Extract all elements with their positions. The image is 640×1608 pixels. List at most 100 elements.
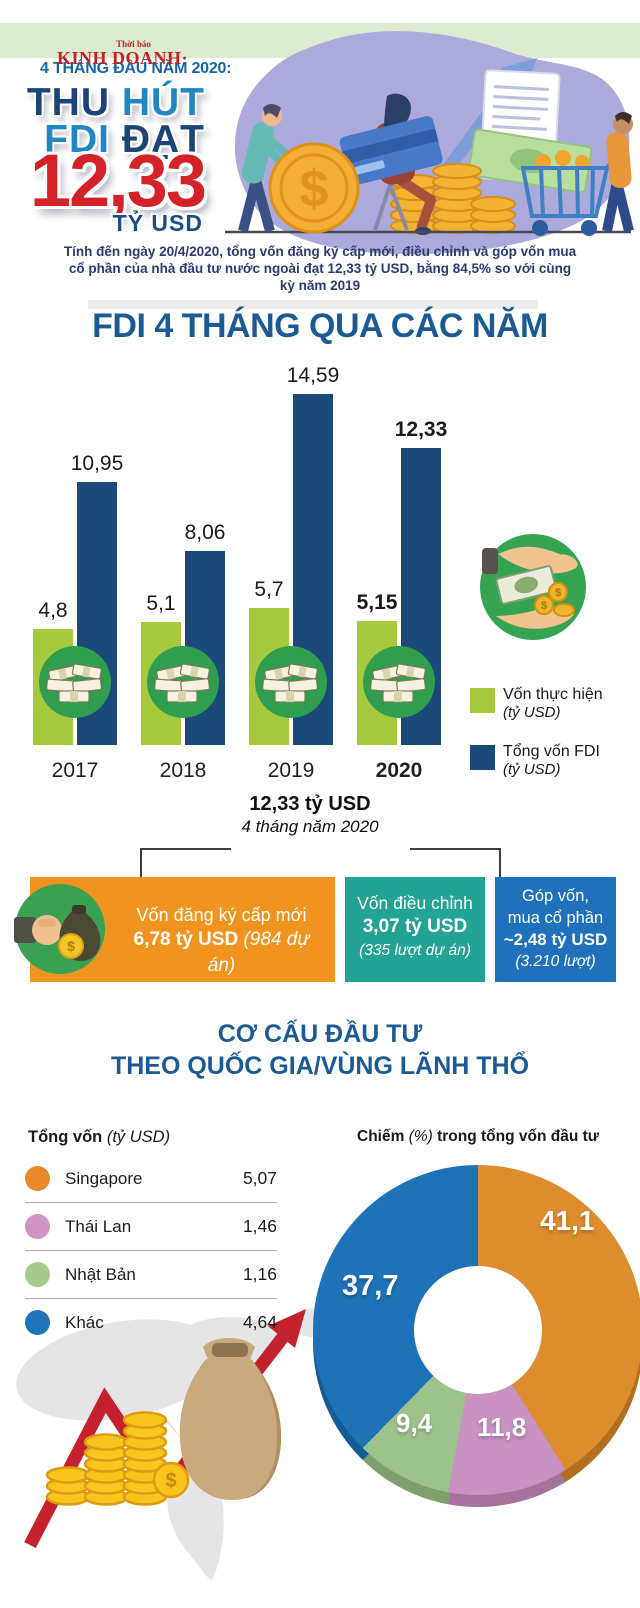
man-pushing-cart: [602, 112, 634, 233]
box-note: (984 dự án): [207, 929, 310, 976]
pie-section-title-line2: THEO QUỐC GIA/VÙNG LÃNH THỔ: [110, 1052, 530, 1080]
year-label-2017: 2017: [51, 759, 99, 782]
svg-text:$: $: [555, 587, 561, 599]
headline-word-fdi: FDI: [44, 118, 110, 161]
pie-label-thailan: 11,8: [477, 1412, 527, 1442]
chair-icon: [373, 175, 409, 231]
bar-value-label: 12,33: [394, 418, 448, 441]
money-stack-icon: [37, 644, 113, 720]
svg-text:$: $: [165, 1470, 176, 1492]
bar-value-label: 4,8: [38, 599, 68, 622]
credit-card-icon: [339, 116, 443, 186]
country-table-header: Tổng vốn (tỷ USD): [28, 1128, 171, 1146]
legend-swatch-green: [470, 688, 495, 713]
year-label-2019: 2019: [267, 759, 315, 782]
box-note: (335 lượt dự án): [359, 942, 471, 959]
pie-section-title-line1: CƠ CẤU ĐẦU TƯ: [217, 1020, 423, 1048]
breakdown-total: 12,33 tỷ USD: [249, 793, 371, 815]
bar-value-label: 5,7: [254, 578, 284, 601]
legend-label: Vốn thực hiện: [503, 686, 603, 703]
table-row-singapore: Singapore 5,07: [25, 1155, 277, 1203]
bar-group-2018: 5,1 8,06 2018: [141, 360, 225, 782]
headline-word-hut: HÚT: [121, 81, 205, 124]
bar-value-label: 5,15: [356, 591, 398, 614]
box-value: ~2,48 tỷ USD: [503, 930, 608, 949]
legend-swatch-navy: [470, 745, 495, 770]
box-title: Vốn điều chỉnh: [357, 893, 473, 913]
money-bag-icon: [179, 1338, 282, 1500]
bracket-lines: [140, 848, 501, 878]
headline-big-number: 12,33: [29, 139, 207, 222]
woman-with-card: [339, 93, 443, 235]
divider-strip: [88, 300, 538, 309]
man-pushing-coin: [238, 104, 292, 233]
money-stack-icon: [145, 644, 221, 720]
dollar-coin-icon: $: [268, 142, 360, 234]
kicker: 4 THÁNG ĐẦU NĂM 2020:: [40, 60, 232, 77]
masthead-small-text: Thời báo: [116, 39, 151, 49]
bar-value-label: 8,06: [184, 521, 226, 544]
year-label-2020: 2020: [375, 759, 423, 782]
bar-chart-title: FDI 4 THÁNG QUA CÁC NĂM: [92, 307, 548, 345]
bar-group-2019: 5,7 14,59 2019: [249, 360, 339, 782]
bar-value-label: 10,95: [70, 452, 124, 475]
country-value: 4,64: [242, 1312, 277, 1332]
country-value: 1,46: [242, 1216, 277, 1236]
intro-paragraph: Tính đến ngày 20/4/2020, tổng vốn đăng k…: [63, 244, 577, 293]
country-name: Khác: [65, 1312, 104, 1332]
bar-value-label: 5,1: [146, 592, 176, 615]
pie-label-khac: 37,7: [342, 1270, 399, 1302]
dot-khac: [25, 1310, 50, 1335]
legend-unit: (tỷ USD): [503, 704, 561, 721]
pie-chart-header: Chiếm (%) trong tổng vốn đầu tư: [357, 1128, 599, 1145]
box-value: 3,07 tỷ USD: [362, 916, 468, 937]
legend-item-total-fdi: Tổng vốn FDI (tỷ USD): [470, 743, 635, 783]
box-title-line1: Góp vốn,: [522, 887, 589, 905]
headline-line2: FDI ĐẠT: [0, 118, 205, 161]
bottom-illustration: $: [16, 1308, 350, 1580]
hands-money-icon: $ $: [480, 534, 586, 640]
svg-text:$: $: [541, 600, 547, 612]
headline-unit: TỶ USD: [112, 210, 203, 236]
dot-singapore: [25, 1166, 50, 1191]
country-table: Singapore 5,07 Thái Lan 1,46 Nhật Bản 1,…: [25, 1155, 277, 1346]
headline-word-dat: ĐẠT: [121, 118, 205, 161]
money-stack-icon: [253, 644, 329, 720]
hero-illustration: $: [225, 31, 634, 255]
box-share-purchase: Góp vốn, mua cổ phần ~2,48 tỷ USD (3.210…: [495, 877, 616, 982]
table-row-khac: Khác 4,64: [25, 1299, 277, 1346]
box-adjusted-capital: Vốn điều chỉnh 3,07 tỷ USD (335 lượt dự …: [345, 877, 485, 982]
hand-moneybag-icon: $: [14, 884, 105, 974]
box-value: 6,78 tỷ USD: [133, 929, 239, 950]
legend-item-realized: Vốn thực hiện (tỷ USD): [470, 686, 635, 726]
breakdown-period: 4 tháng năm 2020: [241, 817, 379, 836]
box-title: Vốn đăng ký cấp mới: [136, 905, 307, 925]
donut-hole: [414, 1266, 542, 1394]
publisher-masthead: Thời báo KINH DOANH·: [57, 39, 189, 68]
bar-chart-legend: Vốn thực hiện (tỷ USD) Tổng vốn FDI (tỷ …: [470, 686, 635, 800]
headline-word-thu: THU: [26, 81, 110, 124]
country-value: 1,16: [242, 1264, 277, 1284]
svg-text:$: $: [300, 160, 329, 218]
bar-group-2020: 5,15 12,33 2020: [357, 360, 448, 782]
masthead-main-text: KINH DOANH·: [57, 48, 189, 68]
bar-value-label: 14,59: [286, 364, 340, 387]
dot-nhatban: [25, 1262, 50, 1287]
svg-text:$: $: [67, 938, 75, 954]
pie-label-nhatban: 9,4: [396, 1408, 433, 1438]
bar-group-2017: 4,8 10,95 2017: [33, 360, 123, 782]
country-name: Thái Lan: [65, 1216, 132, 1236]
table-row-thailan: Thái Lan 1,46: [25, 1203, 277, 1251]
year-label-2018: 2018: [159, 759, 207, 782]
pie-label-singapore: 41,1: [540, 1205, 595, 1236]
money-stack-icon: [361, 644, 437, 720]
bar-chart: 4,8 10,95 2017 5,1 8,06 2018 5,7 14,59 2019 5,15 1…: [20, 360, 460, 782]
legend-label: Tổng vốn FDI: [503, 743, 600, 760]
headline-line1: THU HÚT: [0, 81, 205, 124]
box-note: (3.210 lượt): [515, 953, 596, 970]
country-name: Singapore: [65, 1168, 143, 1188]
country-name: Nhật Bản: [65, 1264, 136, 1284]
table-row-nhatban: Nhật Bản 1,16: [25, 1251, 277, 1299]
shopping-cart-icon: [520, 146, 623, 236]
